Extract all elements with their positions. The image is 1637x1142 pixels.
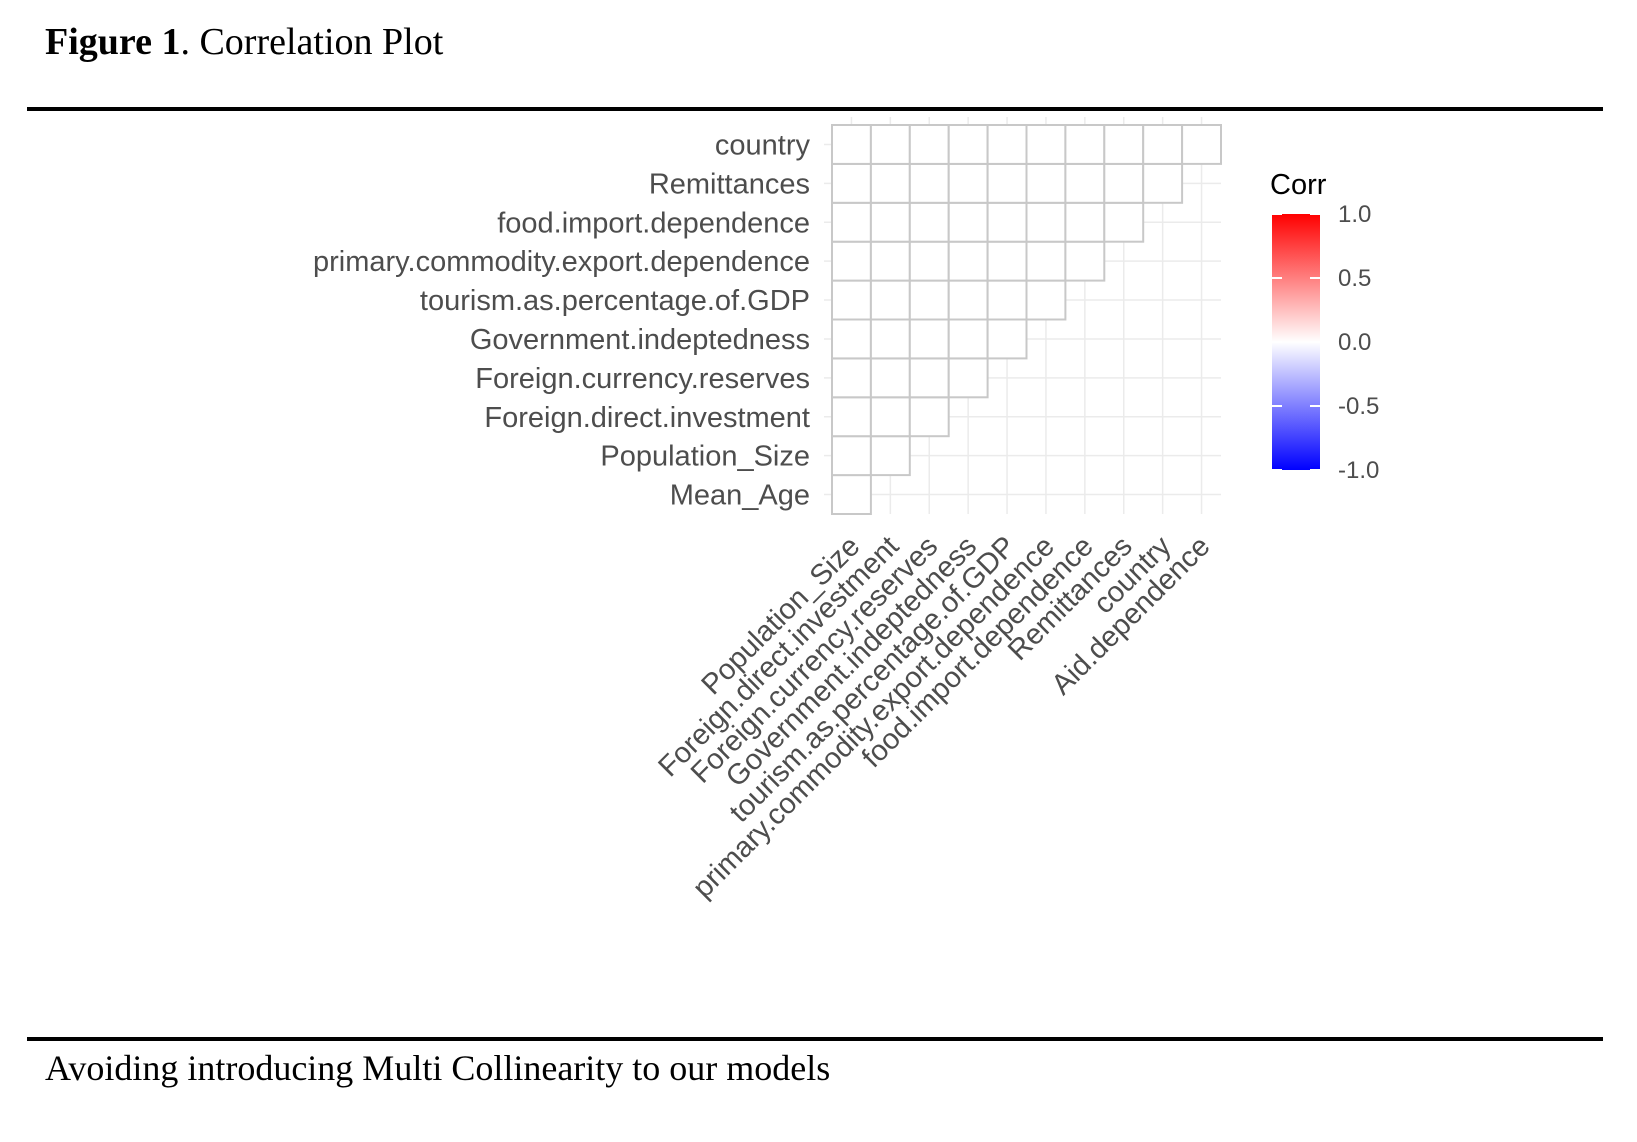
heatmap-cell	[908, 357, 950, 399]
heatmap-cell	[831, 435, 872, 477]
y-tick-label-foreign-currency-reserves: Foreign.currency.reserves	[475, 363, 810, 395]
heatmap-cell	[1064, 124, 1106, 165]
y-tick-label-tourism-as-percentage-of-gdp: tourism.as.percentage.of.GDP	[420, 285, 810, 317]
heatmap-cell	[1025, 201, 1067, 243]
heatmap-cell	[986, 240, 1028, 282]
heatmap-cell	[869, 396, 911, 438]
heatmap-cell	[1025, 124, 1067, 165]
heatmap-cell	[831, 318, 872, 360]
heatmap-cell	[1064, 162, 1106, 204]
heatmap-cell	[831, 474, 872, 516]
figure-title-text: . Correlation Plot	[180, 21, 444, 63]
y-tick-label-country: country	[715, 129, 811, 161]
top-rule	[27, 107, 1603, 111]
heatmap-cell	[831, 279, 872, 321]
heatmap-cell	[1103, 201, 1145, 243]
heatmap-cell	[1025, 162, 1067, 204]
figure-title: Figure 1. Correlation Plot	[45, 20, 443, 64]
heatmap-cell	[1142, 124, 1184, 165]
heatmap-cell	[1025, 279, 1067, 321]
x-axis-labels: Population_SizeForeign.direct.investment…	[652, 530, 1216, 904]
y-tick-label-population-size: Population_Size	[600, 441, 810, 473]
heatmap-cell	[869, 240, 911, 282]
figure-caption: Avoiding introducing Multi Collinearity …	[45, 1048, 831, 1088]
heatmap-cell	[831, 201, 872, 243]
heatmap-cell	[986, 318, 1028, 360]
heatmap-cell	[986, 201, 1028, 243]
heatmap-cell	[1103, 162, 1145, 204]
heatmap-cell	[908, 162, 950, 204]
heatmap-cell	[947, 318, 989, 360]
heatmap-cell	[908, 124, 950, 165]
bottom-rule	[27, 1037, 1603, 1041]
heatmap-cell	[908, 240, 950, 282]
heatmap-cell	[1064, 240, 1106, 282]
heatmap-cell	[869, 162, 911, 204]
heatmap-cell	[831, 396, 872, 438]
heatmap-cell	[1181, 124, 1222, 165]
legend-tick-label: 1.0	[1338, 201, 1371, 228]
heatmap-cell	[869, 279, 911, 321]
y-tick-label-foreign-direct-investment: Foreign.direct.investment	[484, 402, 810, 434]
y-tick-label-remittances: Remittances	[649, 168, 810, 200]
heatmap-cell	[908, 396, 950, 438]
heatmap-cell	[947, 279, 989, 321]
heatmap-cell	[908, 201, 950, 243]
heatmap-cell	[986, 162, 1028, 204]
heatmap-cell	[831, 357, 872, 399]
heatmap-cell	[1064, 201, 1106, 243]
heatmap-cell	[1103, 124, 1145, 165]
y-tick-label-mean-age: Mean_Age	[670, 480, 810, 512]
heatmap-cell	[869, 201, 911, 243]
legend-tick-label: 0.0	[1338, 329, 1371, 356]
heatmap-cell	[831, 124, 872, 165]
heatmap-cells	[831, 124, 1222, 516]
heatmap-cell	[908, 279, 950, 321]
figure-label: Figure 1	[45, 21, 181, 63]
y-tick-label-government-indeptedness: Government.indeptedness	[470, 324, 810, 356]
heatmap-cell	[869, 318, 911, 360]
heatmap-cell	[831, 162, 872, 204]
legend-tick-label: 0.5	[1338, 265, 1371, 292]
legend: Corr 1.0 0.5 0.0 -0.5 -1.0	[1270, 169, 1379, 484]
heatmap-cell	[869, 124, 911, 165]
heatmap-cell	[947, 162, 989, 204]
heatmap-cell	[1025, 240, 1067, 282]
legend-tick-label: -1.0	[1338, 457, 1379, 484]
heatmap-cell	[908, 318, 950, 360]
heatmap-cell	[869, 357, 911, 399]
y-tick-label-primary-commodity-export-dependence: primary.commodity.export.dependence	[313, 246, 810, 278]
heatmap-cell	[869, 435, 911, 477]
heatmap-cell	[1142, 162, 1184, 204]
heatmap-cell	[947, 357, 989, 399]
heatmap-cell	[986, 124, 1028, 165]
legend-tick-label: -0.5	[1338, 393, 1379, 420]
heatmap-cell	[947, 240, 989, 282]
heatmap-cell	[947, 124, 989, 165]
legend-title: Corr	[1270, 169, 1327, 201]
y-tick-label-food-import-dependence: food.import.dependence	[497, 207, 810, 239]
heatmap-cell	[947, 201, 989, 243]
heatmap-cell	[986, 279, 1028, 321]
y-axis-labels: Mean_Age Population_Size Foreign.direct.in…	[313, 129, 810, 511]
heatmap-cell	[831, 240, 872, 282]
